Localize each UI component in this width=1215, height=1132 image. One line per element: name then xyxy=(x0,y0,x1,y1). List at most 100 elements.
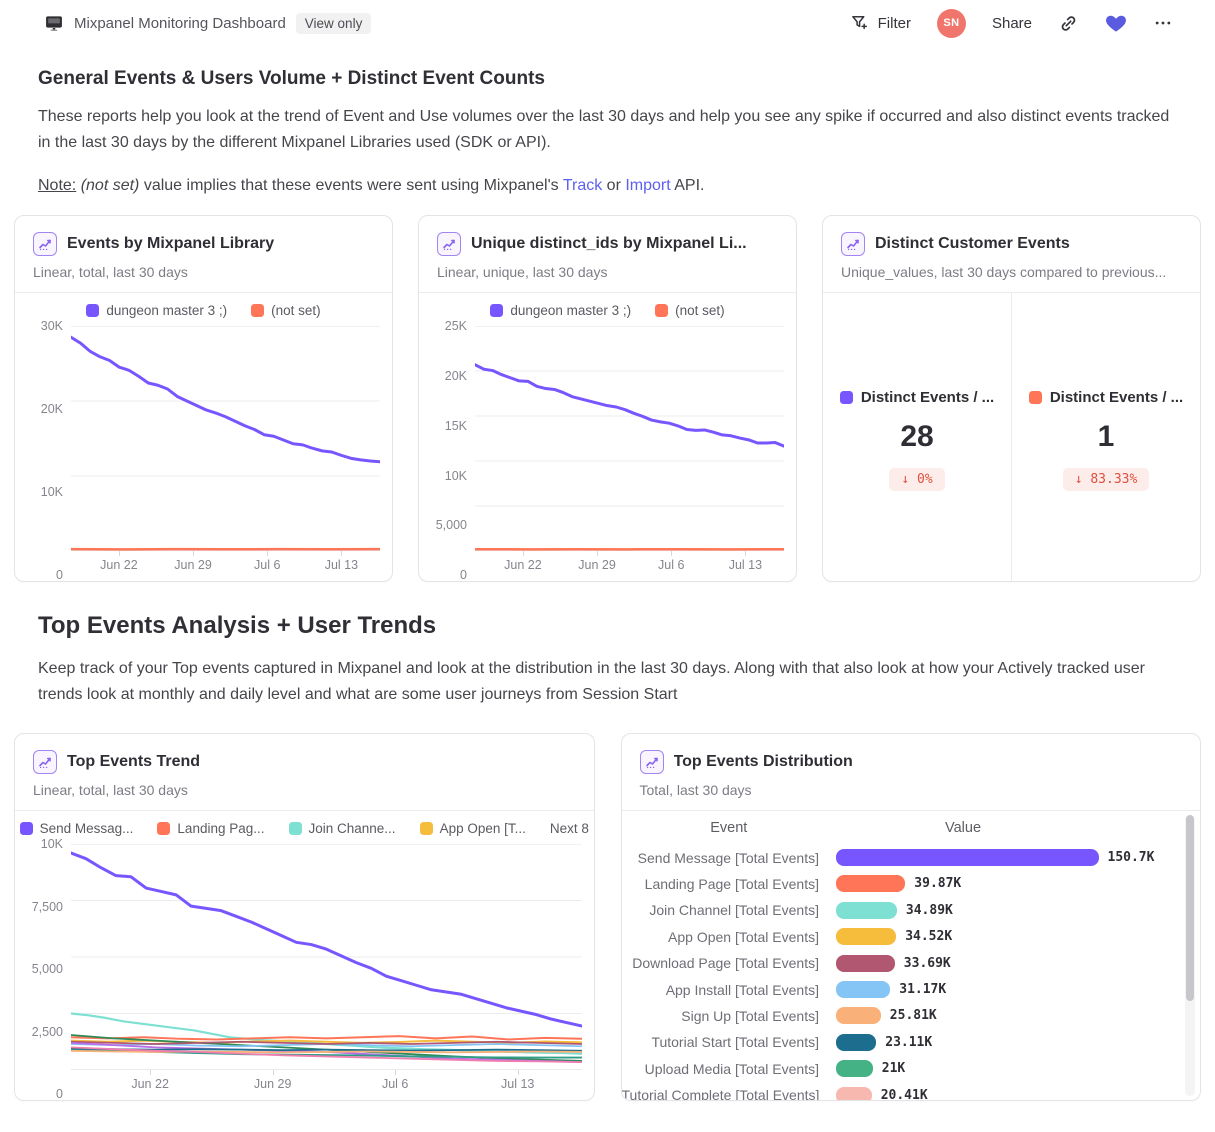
card-title: Top Events Distribution xyxy=(673,753,853,771)
table-row[interactable]: Join Channel [Total Events] 34.89K xyxy=(622,897,1187,923)
x-axis-label: Jul 6 xyxy=(254,558,281,573)
favorite-button[interactable] xyxy=(1105,13,1127,33)
line-chart-icon xyxy=(33,232,57,257)
table-row[interactable]: Download Page [Total Events] 33.69K xyxy=(622,950,1187,976)
line-chart-icon xyxy=(437,232,461,257)
line-chart-icon xyxy=(841,232,865,257)
x-axis-label: Jul 13 xyxy=(324,558,359,573)
page-title: Mixpanel Monitoring Dashboard xyxy=(74,14,286,32)
table-scrollbar[interactable] xyxy=(1185,815,1195,1097)
card-events-by-library[interactable]: Events by Mixpanel Library Linear, total… xyxy=(14,215,393,583)
event-label: Landing Page [Total Events] xyxy=(644,875,819,892)
value-label: 34.52K xyxy=(905,929,953,945)
metric-label: Distinct Events / ... xyxy=(860,389,995,407)
legend-label: Next 8 xyxy=(549,821,589,837)
event-label: Upload Media [Total Events] xyxy=(644,1060,819,1077)
legend-item[interactable]: (not set) xyxy=(251,303,321,318)
ellipsis-icon xyxy=(1153,13,1173,33)
column-header-event[interactable]: Event xyxy=(710,820,748,837)
card-subtitle: Total, last 30 days xyxy=(639,782,752,799)
table-row[interactable]: Upload Media [Total Events] 21K xyxy=(622,1056,1187,1082)
legend-label: dungeon master 3 ;) xyxy=(510,303,632,319)
column-header-value[interactable]: Value xyxy=(945,820,982,837)
value-bar xyxy=(836,1033,877,1051)
metric-value: 1 xyxy=(1097,420,1115,454)
table-row[interactable]: Send Message [Total Events] 150.7K xyxy=(622,844,1187,870)
y-axis-label: 10K xyxy=(40,837,63,852)
value-bar xyxy=(836,901,897,919)
line-chart[interactable]: 10K 7,500 5,000 2,500 0 Jun 22 Jun 29 Jul 6 Jul … xyxy=(15,837,594,1102)
table-row[interactable]: App Open [Total Events] 34.52K xyxy=(622,924,1187,950)
heart-icon xyxy=(1105,13,1127,33)
legend-item[interactable]: dungeon master 3 ;) xyxy=(490,303,631,318)
legend-item[interactable]: Landing Pag... xyxy=(157,821,265,837)
card-title: Top Events Trend xyxy=(67,753,201,771)
value-label: 34.89K xyxy=(905,902,953,918)
y-axis-label: 20K xyxy=(444,368,467,383)
share-button[interactable]: Share xyxy=(991,14,1032,32)
legend-item[interactable]: Send Messag... xyxy=(19,821,133,836)
divider xyxy=(419,292,796,294)
x-axis-label: Jul 13 xyxy=(501,1077,535,1092)
table-row[interactable]: Tutorial Start [Total Events] 23.11K xyxy=(622,1029,1187,1055)
scrollbar-thumb[interactable] xyxy=(1186,815,1194,1001)
legend-item[interactable]: dungeon master 3 ;) xyxy=(86,303,227,318)
table-row[interactable]: Sign Up [Total Events] 25.81K xyxy=(622,1003,1187,1029)
avatar[interactable]: SN xyxy=(936,8,966,38)
y-axis-label: 0 xyxy=(56,1087,63,1102)
x-axis-label: Jul 13 xyxy=(728,558,763,573)
card-subtitle: Linear, unique, last 30 days xyxy=(437,264,608,281)
filter-icon xyxy=(850,13,870,33)
legend-label: Landing Pag... xyxy=(177,821,265,837)
view-only-badge: View only xyxy=(295,12,372,34)
x-axis-label: Jun 29 xyxy=(578,558,616,573)
top-bar: Mixpanel Monitoring Dashboard View only … xyxy=(0,0,1215,46)
value-label: 20.41K xyxy=(880,1087,928,1101)
legend-swatch xyxy=(19,822,33,836)
x-axis-label: Jun 22 xyxy=(504,558,542,573)
value-bar xyxy=(836,875,906,893)
y-axis-label: 0 xyxy=(460,568,467,583)
card-distinct-customer-events[interactable]: Distinct Customer Events Unique_values, … xyxy=(822,215,1201,583)
y-axis-label: 15K xyxy=(444,418,467,433)
table-row[interactable]: App Install [Total Events] 31.17K xyxy=(622,976,1187,1002)
legend-item[interactable]: Join Channe... xyxy=(288,821,396,836)
legend-item[interactable]: (not set) xyxy=(655,303,725,318)
value-label: 31.17K xyxy=(899,982,947,998)
track-link[interactable]: Track xyxy=(562,177,603,195)
event-label: Download Page [Total Events] xyxy=(632,955,819,972)
event-label: App Open [Total Events] xyxy=(668,928,819,945)
metric-value: 28 xyxy=(900,420,934,454)
legend-item[interactable]: App Open [T... xyxy=(419,821,526,836)
card-top-events-distribution[interactable]: Top Events Distribution Total, last 30 d… xyxy=(620,733,1201,1102)
line-chart[interactable]: 25K 20K 15K 10K 5,000 0 Jun 22 Jun 29 Jul 6 Jul 1… xyxy=(419,319,796,583)
metric-distinct-events-2: Distinct Events / ... 1 ↓ 83.33% xyxy=(1011,293,1200,582)
x-axis-label: Jun 29 xyxy=(253,1077,292,1092)
line-chart-icon xyxy=(33,750,57,775)
value-label: 150.7K xyxy=(1107,850,1155,866)
value-label: 33.69K xyxy=(903,955,951,971)
value-bar xyxy=(836,849,1099,867)
value-label: 21K xyxy=(881,1061,906,1077)
chart-legend: dungeon master 3 ;) (not set) xyxy=(419,293,796,322)
table-row[interactable]: Tutorial Complete [Total Events] 20.41K xyxy=(622,1082,1187,1101)
card-unique-distinct-ids[interactable]: Unique distinct_ids by Mixpanel Li... Li… xyxy=(418,215,797,583)
more-menu-button[interactable] xyxy=(1153,13,1173,33)
event-label: Tutorial Start [Total Events] xyxy=(651,1034,819,1051)
table-row[interactable]: Landing Page [Total Events] 39.87K xyxy=(622,871,1187,897)
copy-link-button[interactable] xyxy=(1058,13,1079,34)
line-chart[interactable]: 30K 20K 10K 0 Jun 22 Jun 29 Jul 6 Jul 13 xyxy=(15,319,392,581)
metric-distinct-events-1: Distinct Events / ... 28 ↓ 0% xyxy=(823,293,1011,581)
filter-button[interactable]: Filter xyxy=(850,13,911,33)
card-title: Distinct Customer Events xyxy=(875,235,1070,253)
y-axis-label: 2,500 xyxy=(31,1024,63,1039)
x-axis-label: Jun 29 xyxy=(174,558,212,573)
divider xyxy=(823,292,1200,294)
legend-item[interactable]: Next 8 xyxy=(550,821,589,836)
chart-legend: Send Messag... Landing Pag... Join Channe.… xyxy=(15,811,594,840)
legend-swatch xyxy=(655,304,669,318)
card-title: Unique distinct_ids by Mixpanel Li... xyxy=(471,235,747,253)
x-axis-label: Jul 6 xyxy=(381,1077,409,1092)
card-top-events-trend[interactable]: Top Events Trend Linear, total, last 30 … xyxy=(14,733,595,1102)
import-link[interactable]: Import xyxy=(625,177,671,195)
